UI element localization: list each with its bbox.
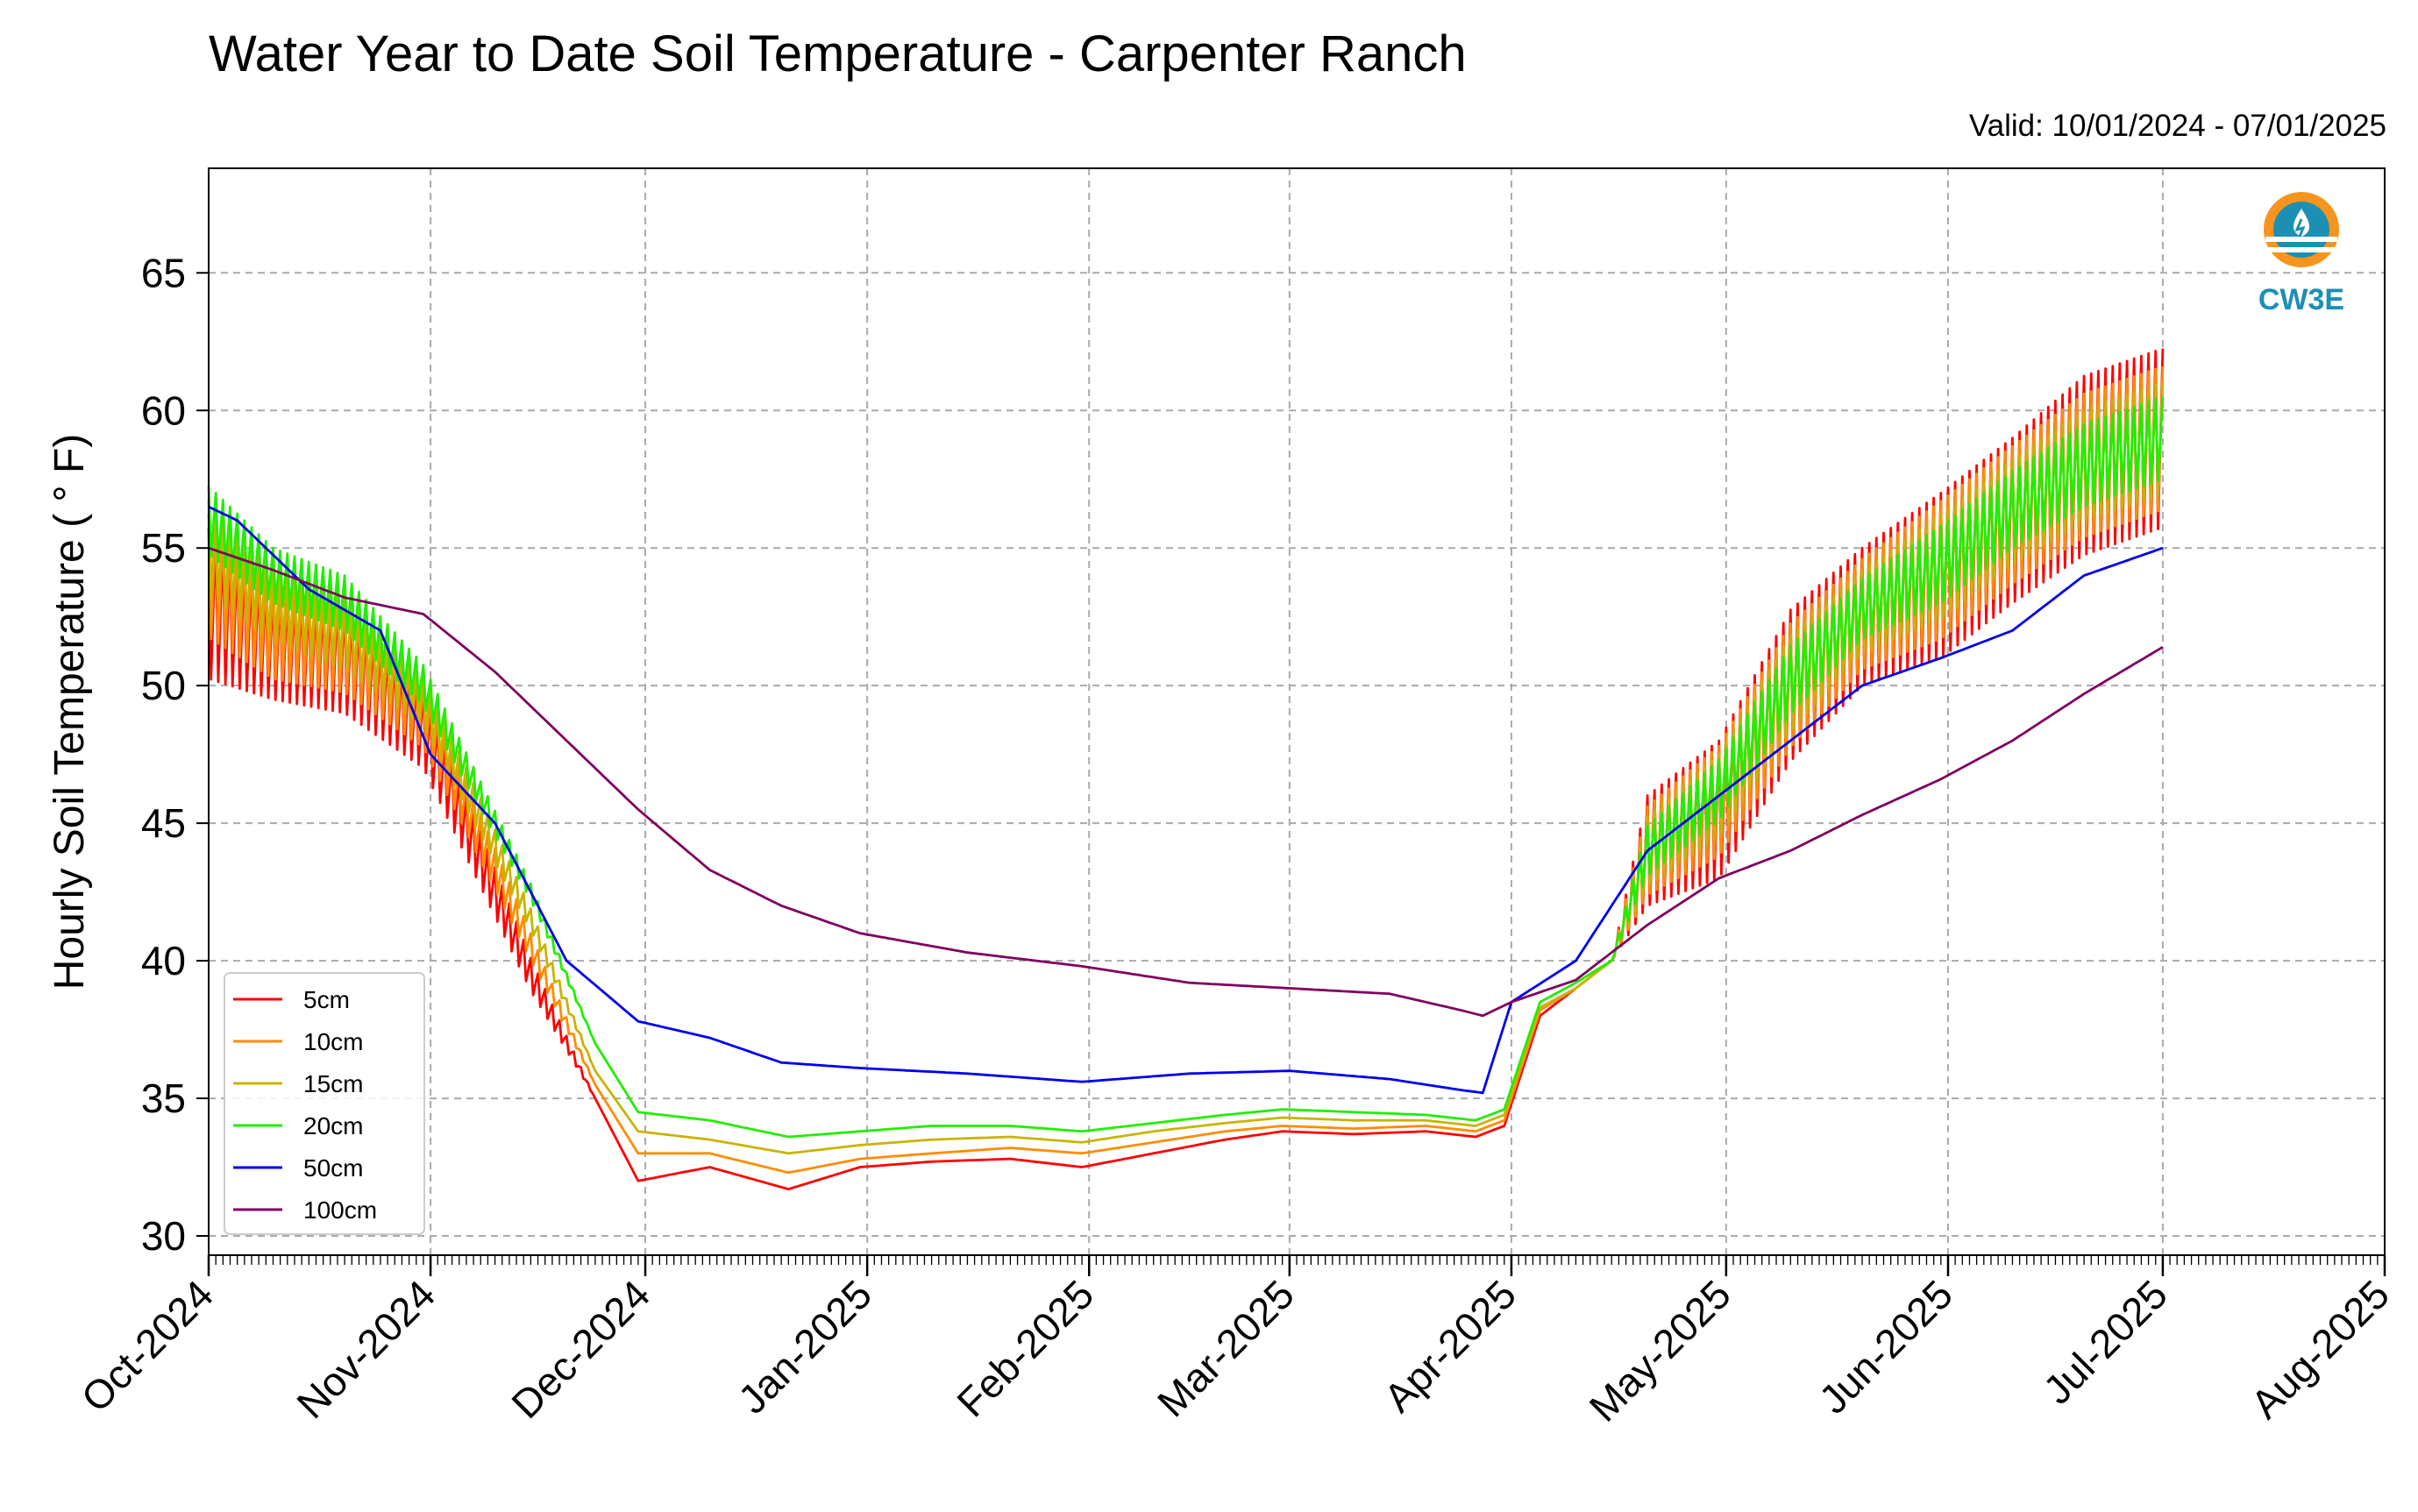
series-line-50cm [208,505,2164,1095]
cw3e-logo-icon [2264,192,2339,267]
y-axis-label: Hourly Soil Temperature ( ° F) [46,434,93,990]
x-tick-label: Oct-2024 [73,1271,223,1421]
series-line-5cm [207,348,2165,1191]
y-tick-label: 35 [141,1075,186,1121]
legend-label-20cm: 20cm [303,1112,363,1139]
x-tick-label: May-2025 [1581,1271,1739,1430]
chart-title: Water Year to Date Soil Temperature - Ca… [209,25,1467,82]
legend-label-5cm: 5cm [303,986,350,1013]
plot-frame [208,167,2386,1256]
x-tick-label: Jan-2025 [729,1271,880,1422]
x-tick-label: Apr-2025 [1375,1271,1525,1421]
legend-label-10cm: 10cm [303,1028,363,1055]
series-lines [207,348,2165,1191]
y-tick-label: 30 [141,1213,186,1259]
legend-label-50cm: 50cm [303,1154,363,1182]
x-tick-label: Mar-2025 [1149,1271,1303,1425]
axes: 30 35 40 45 50 55 60 65 Oct-2024 Nov-2024 Dec-2024… [46,167,2398,1430]
y-tick-label: 65 [141,250,186,295]
x-tick-label: Feb-2025 [948,1271,1102,1425]
series-line-20cm [207,396,2165,1139]
y-tick-label: 60 [141,387,186,433]
x-tick-label: Dec-2024 [502,1271,658,1427]
x-tick-label: Nov-2024 [288,1271,444,1427]
cw3e-logo-text: CW3E [2258,283,2344,316]
x-tick-label: Aug-2025 [2242,1271,2398,1427]
series-line-10cm [207,366,2165,1175]
x-tick-label: Jul-2025 [2034,1271,2176,1413]
x-tick-label: Jun-2025 [1810,1271,1961,1422]
y-tick-label: 45 [141,800,186,846]
y-tick-label: 55 [141,525,186,571]
legend-label-100cm: 100cm [303,1196,377,1224]
legend-label-15cm: 15cm [303,1070,363,1097]
series-line-15cm [207,382,2165,1155]
y-tick-label: 40 [141,938,186,983]
legend: 5cm 10cm 15cm 20cm 50cm 100cm [224,972,425,1235]
series-line-100cm [208,546,2164,1018]
y-tick-label: 50 [141,663,186,708]
cw3e-logo: CW3E [2258,192,2344,316]
chart-subtitle: Valid: 10/01/2024 - 07/01/2025 [1968,109,2386,143]
